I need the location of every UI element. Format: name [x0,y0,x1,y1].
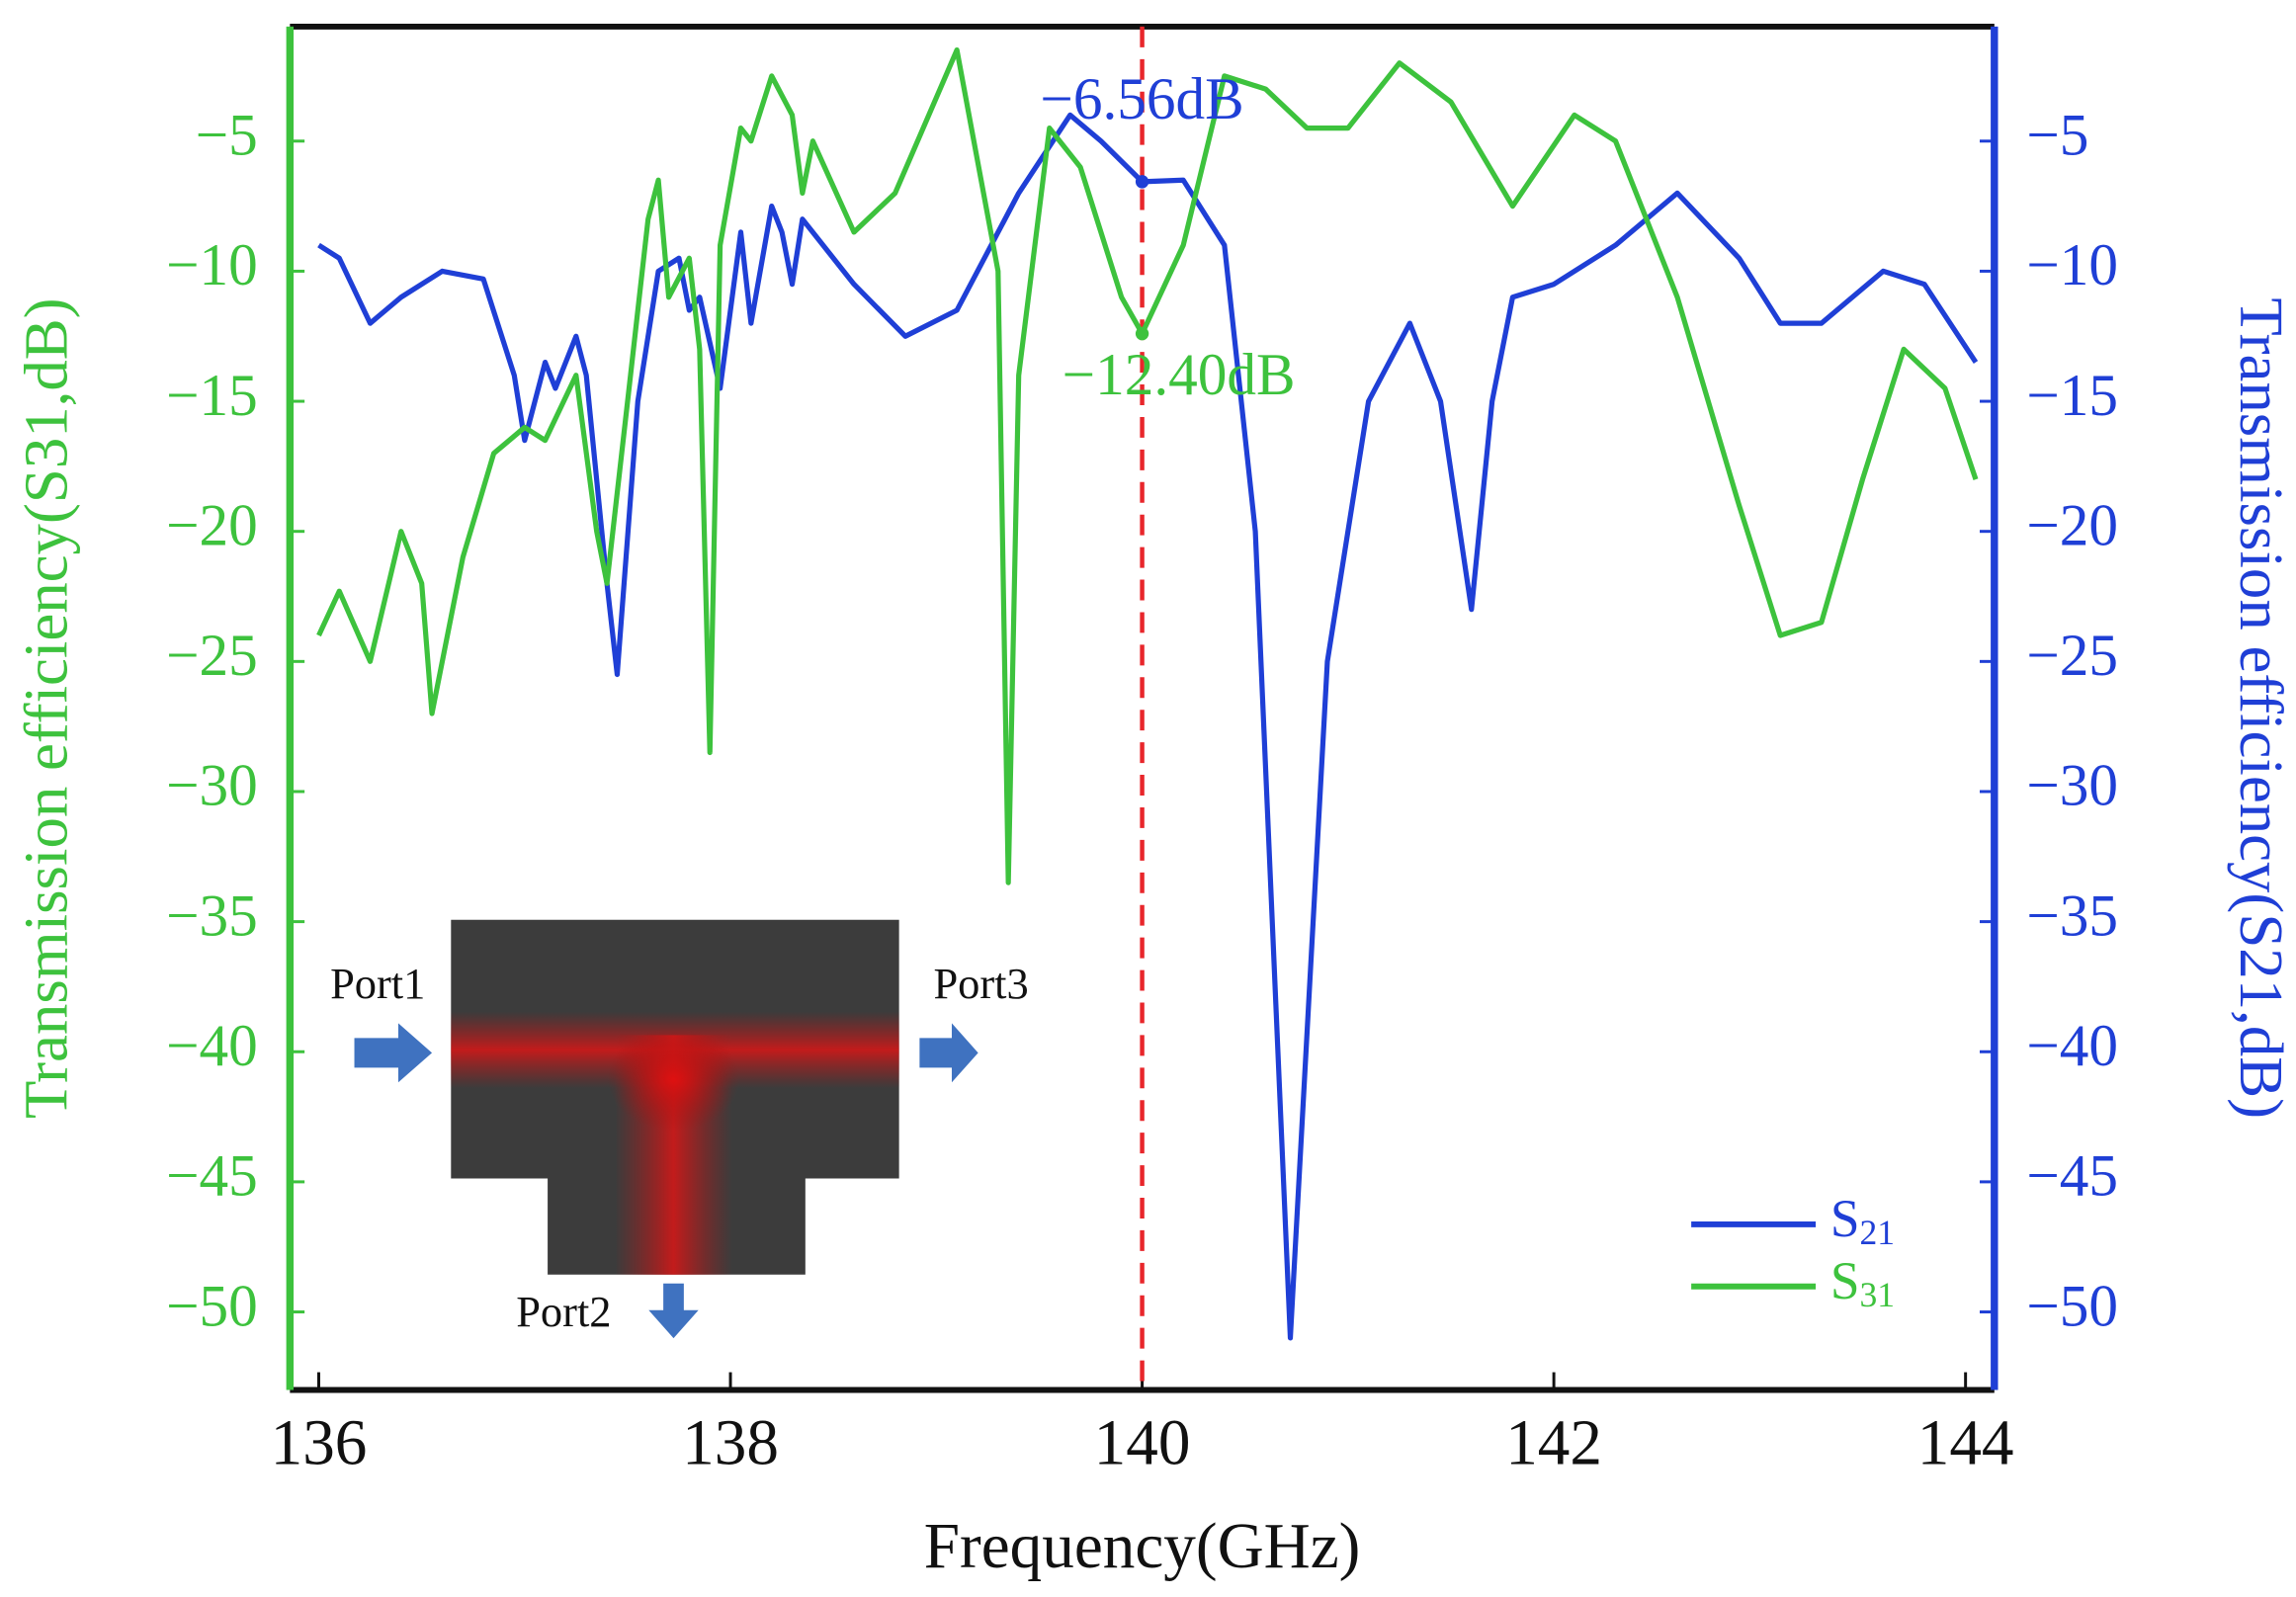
y-tick-label: −5 [196,102,258,167]
y2-tick-label: −45 [2026,1142,2118,1208]
y2-tick-label: −35 [2026,883,2118,948]
marker-point [1135,326,1149,341]
inset-field [607,1027,740,1132]
x-tick-label: 142 [1505,1407,1602,1478]
y-tick-label: −50 [166,1273,258,1338]
x-tick-label: 140 [1094,1407,1191,1478]
inset-label: Port1 [330,959,425,1008]
marker-label: −6.56dB [1040,66,1243,131]
y-tick-label: −40 [166,1013,258,1078]
y2-tick-label: −20 [2026,492,2118,557]
x-tick-label: 136 [271,1407,368,1478]
inset-arrow [648,1283,699,1339]
inset-arrow [919,1023,978,1083]
series-line [317,112,1979,1341]
legend-label: S21 [1830,1189,1895,1252]
legend-label: S31 [1830,1251,1895,1314]
y2-tick-label: −50 [2026,1273,2118,1338]
y2-tick-label: −25 [2026,623,2118,688]
inset-arrow [354,1023,433,1083]
x-axis-title: Frequency(GHz) [924,1511,1361,1582]
inset-label: Port2 [516,1287,611,1336]
y2-tick-label: −30 [2026,752,2118,817]
y-tick-label: −15 [166,363,258,428]
y-tick-label: −25 [166,623,258,688]
y-tick-label: −20 [166,492,258,557]
marker-point [1135,175,1149,189]
y2-tick-label: −5 [2026,102,2088,167]
y-tick-label: −30 [166,752,258,817]
x-tick-label: 144 [1917,1407,2014,1478]
x-tick-label: 138 [682,1407,779,1478]
inset-label: Port3 [933,959,1028,1008]
y2-axis-title: Transmission efficiency(S21,dB) [2227,297,2296,1119]
y-axis-title: Transmission efficiency(S31,dB) [12,297,81,1119]
marker-label: −12.40dB [1063,342,1296,407]
y2-tick-label: −10 [2026,232,2118,297]
y-tick-label: −35 [166,883,258,948]
y-tick-label: −45 [166,1142,258,1208]
inset: Port1 Port2 Port3 [330,919,1029,1339]
y-tick-label: −10 [166,232,258,297]
y2-tick-label: −40 [2026,1013,2118,1078]
y2-tick-label: −15 [2026,363,2118,428]
series-line [316,46,1979,885]
